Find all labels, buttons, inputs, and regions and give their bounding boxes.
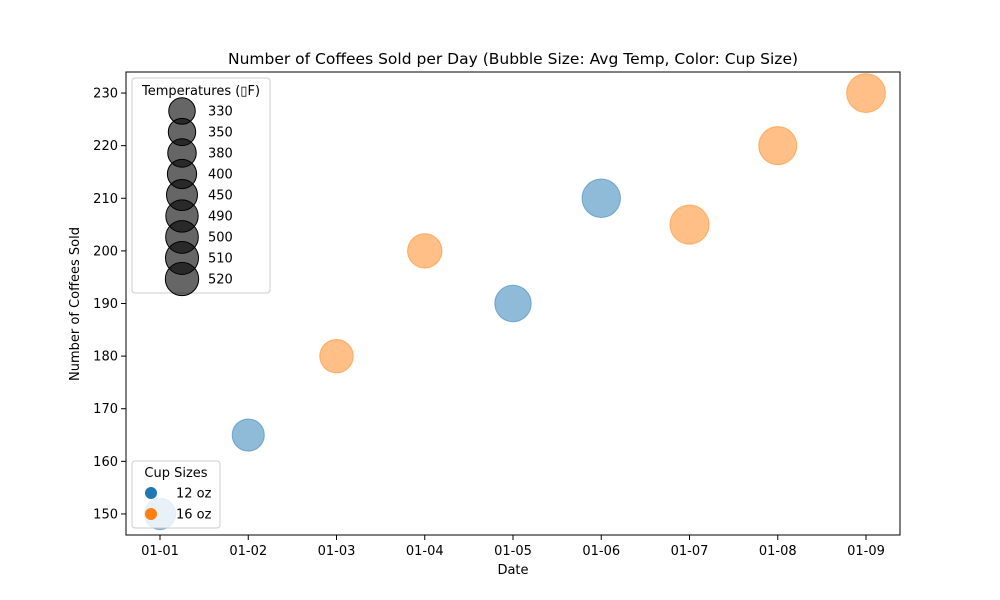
size-legend-label: 380 xyxy=(208,147,233,162)
color-legend-label: 12 oz xyxy=(176,487,212,502)
y-tick-label: 150 xyxy=(93,507,118,522)
y-tick-label: 200 xyxy=(93,244,118,259)
y-tick-label: 190 xyxy=(93,297,118,312)
size-legend-label: 350 xyxy=(208,126,233,141)
y-axis-label: Number of Coffees Sold xyxy=(68,227,83,381)
data-point-bubble xyxy=(846,73,886,113)
data-point-bubble xyxy=(758,126,798,166)
color-legend-marker xyxy=(145,487,157,499)
color-legend-label: 16 oz xyxy=(176,508,212,523)
x-tick-label: 01-06 xyxy=(582,544,620,559)
x-tick-label: 01-01 xyxy=(141,544,179,559)
y-tick-label: 160 xyxy=(93,455,118,470)
data-point-bubble xyxy=(319,338,354,374)
size-legend-marker xyxy=(164,261,200,297)
x-tick-label: 01-07 xyxy=(671,544,709,559)
x-tick-label: 01-04 xyxy=(406,544,444,559)
y-tick-label: 170 xyxy=(93,402,118,417)
x-tick-label: 01-08 xyxy=(759,544,797,559)
x-axis-label: Date xyxy=(497,563,528,578)
size-legend-label: 450 xyxy=(208,189,233,204)
data-point-bubble xyxy=(669,204,710,245)
size-legend-label: 520 xyxy=(208,273,233,288)
y-tick-label: 210 xyxy=(93,192,118,207)
data-point-bubble xyxy=(494,284,532,323)
size-legend-label: 510 xyxy=(208,252,233,267)
y-tick-label: 180 xyxy=(93,350,118,365)
size-legend-box xyxy=(131,77,271,294)
data-point-bubble xyxy=(231,418,265,452)
data-point-bubble xyxy=(581,178,621,219)
y-tick-label: 230 xyxy=(93,87,118,102)
x-tick-label: 01-05 xyxy=(494,544,532,559)
size-legend-label: 330 xyxy=(208,105,233,120)
x-tick-label: 01-03 xyxy=(318,544,356,559)
color-legend-title: Cup Sizes xyxy=(144,466,207,481)
color-legend-marker xyxy=(145,508,157,520)
size-legend-label: 490 xyxy=(208,210,233,225)
plot-area: 01-01 01-02 01-03 01-04 01-05 01-06 01-07 01-08… xyxy=(93,71,901,559)
x-tick-label: 01-09 xyxy=(847,544,885,559)
data-point-bubble xyxy=(407,233,443,269)
chart-title: Number of Coffees Sold per Day (Bubble S… xyxy=(228,50,798,68)
size-legend-label: 500 xyxy=(208,231,233,246)
x-tick-label: 01-02 xyxy=(229,544,267,559)
size-legend-label: 400 xyxy=(208,168,233,183)
size-legend-title: Temperatures (▯F) xyxy=(141,84,260,99)
y-tick-label: 220 xyxy=(93,139,118,154)
